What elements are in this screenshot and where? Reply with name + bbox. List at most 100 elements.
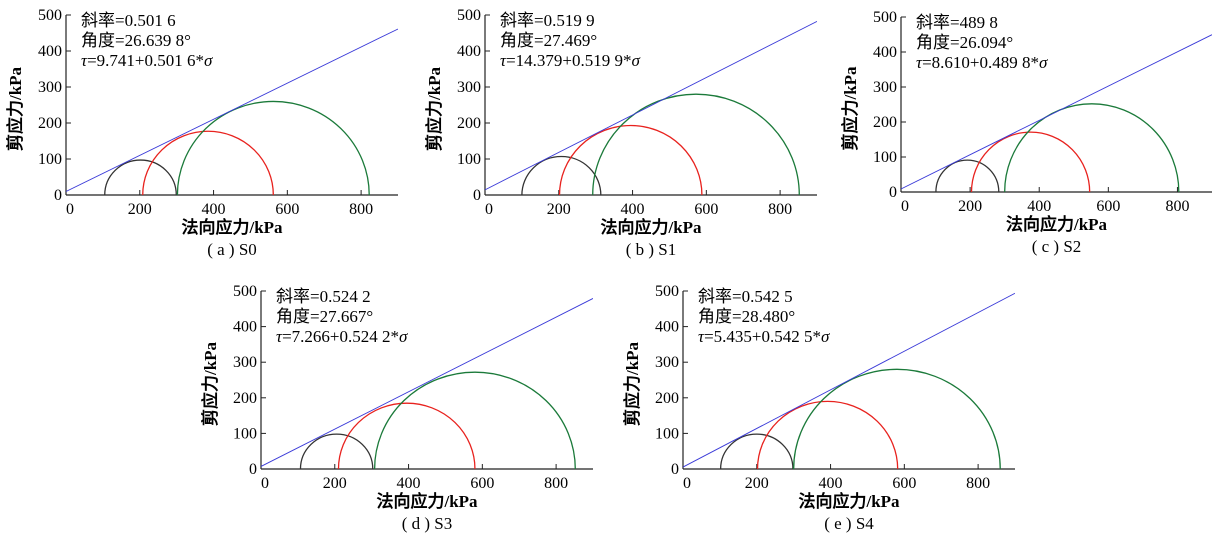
chart-panel-3: 0 100 200 300 400 500 0 200 400 600 800 斜率=0.524 2角… bbox=[200, 283, 593, 533]
y-tick-label: 500 bbox=[233, 283, 257, 300]
annotation-1: 斜率=0.542 5 bbox=[698, 287, 793, 306]
x-tick-label: 400 bbox=[1027, 198, 1051, 215]
y-tick-label: 200 bbox=[457, 115, 481, 132]
mohr-circle-1 bbox=[721, 434, 793, 469]
x-tick-label: 200 bbox=[745, 475, 769, 492]
y-tick-label: 200 bbox=[233, 390, 257, 407]
panel-caption: ( c ) S2 bbox=[1032, 237, 1082, 256]
annotation-1: 斜率=0.524 2 bbox=[276, 287, 371, 306]
y-axis-title: 剪应力/kPa bbox=[200, 341, 220, 426]
y-tick-label: 200 bbox=[655, 390, 679, 407]
x-tick-label: 600 bbox=[694, 201, 718, 218]
y-tick-label: 100 bbox=[873, 149, 897, 166]
mohr-circle-1 bbox=[936, 160, 999, 192]
x-tick-label: 600 bbox=[1096, 198, 1120, 215]
x-axis-title: 法向应力/kPa bbox=[600, 217, 702, 237]
panel-caption: ( b ) S1 bbox=[626, 240, 677, 259]
x-tick-label: 400 bbox=[202, 201, 226, 218]
annotation-1: 斜率=0.519 9 bbox=[500, 11, 595, 30]
y-axis-title: 剪应力/kPa bbox=[5, 66, 25, 151]
y-tick-label: 200 bbox=[873, 114, 897, 131]
x-tick-label: 400 bbox=[621, 201, 645, 218]
y-tick-label: 300 bbox=[233, 354, 257, 371]
y-tick-label: 500 bbox=[38, 7, 62, 24]
x-tick-label: 800 bbox=[768, 201, 792, 218]
mohr-circle-2 bbox=[758, 401, 898, 469]
mohr-circle-1 bbox=[522, 157, 601, 195]
x-tick-label: 200 bbox=[323, 475, 347, 492]
y-tick-label: 0 bbox=[889, 184, 897, 201]
y-tick-label: 300 bbox=[655, 354, 679, 371]
panel-caption: ( a ) S0 bbox=[207, 240, 257, 259]
y-tick-label: 100 bbox=[38, 151, 62, 168]
mohr-circle-1 bbox=[105, 160, 177, 195]
y-tick-label: 400 bbox=[873, 44, 897, 61]
y-tick-label: 500 bbox=[655, 283, 679, 300]
x-tick-label: 800 bbox=[544, 475, 568, 492]
x-tick-label: 0 bbox=[66, 201, 74, 218]
mohr-circle-1 bbox=[300, 434, 372, 469]
y-tick-label: 0 bbox=[249, 461, 257, 478]
x-tick-label: 0 bbox=[485, 201, 493, 218]
y-tick-label: 0 bbox=[671, 461, 679, 478]
y-tick-label: 0 bbox=[54, 187, 62, 204]
y-axis-title: 剪应力/kPa bbox=[840, 66, 860, 151]
y-tick-label: 500 bbox=[873, 9, 897, 26]
mohr-circle-3 bbox=[177, 101, 369, 195]
x-tick-label: 200 bbox=[958, 198, 982, 215]
mohr-circle-3 bbox=[794, 369, 1001, 469]
annotation-3: τ=7.266+0.524 2*σ bbox=[276, 327, 408, 346]
annotation-2: 角度=27.469° bbox=[500, 31, 597, 50]
y-tick-label: 400 bbox=[233, 319, 257, 336]
mohr-circle-2 bbox=[971, 132, 1089, 192]
mohr-circle-2 bbox=[560, 126, 702, 195]
y-tick-label: 400 bbox=[457, 43, 481, 60]
x-tick-label: 800 bbox=[966, 475, 990, 492]
x-tick-label: 600 bbox=[892, 475, 916, 492]
x-axis-title: 法向应力/kPa bbox=[1006, 214, 1108, 234]
annotation-2: 角度=26.094° bbox=[916, 33, 1013, 52]
annotation-2: 角度=26.639 8° bbox=[81, 31, 191, 50]
x-tick-label: 0 bbox=[261, 475, 269, 492]
annotation-2: 角度=28.480° bbox=[698, 307, 795, 326]
chart-panel-0: 01002003004005000 200 400 600 800斜率=0.501 6角… bbox=[5, 7, 398, 259]
y-tick-label: 100 bbox=[655, 425, 679, 442]
mohr-circle-3 bbox=[1005, 104, 1179, 192]
y-tick-label: 100 bbox=[233, 425, 257, 442]
y-tick-label: 400 bbox=[655, 319, 679, 336]
mohr-circle-2 bbox=[338, 403, 474, 469]
y-tick-label: 300 bbox=[38, 79, 62, 96]
y-tick-label: 400 bbox=[38, 43, 62, 60]
x-tick-label: 400 bbox=[397, 475, 421, 492]
annotation-1: 斜率=0.501 6 bbox=[81, 11, 176, 30]
annotation-3: τ=5.435+0.542 5*σ bbox=[698, 327, 830, 346]
mohr-circle-3 bbox=[375, 372, 576, 469]
y-axis-title: 剪应力/kPa bbox=[622, 341, 642, 426]
mohr-circle-2 bbox=[143, 131, 274, 195]
x-tick-label: 0 bbox=[901, 198, 909, 215]
annotation-1: 斜率=489 8 bbox=[916, 13, 998, 32]
annotation-3: τ=8.610+0.489 8*σ bbox=[916, 53, 1048, 72]
x-tick-label: 800 bbox=[1165, 198, 1189, 215]
chart-panel-4: 0 100 200 300 400 500 0 200 400 600 800 斜率=0.542 5角… bbox=[622, 283, 1015, 533]
y-tick-label: 100 bbox=[457, 151, 481, 168]
x-tick-label: 200 bbox=[547, 201, 571, 218]
x-axis-title: 法向应力/kPa bbox=[181, 217, 283, 237]
x-tick-label: 600 bbox=[275, 201, 299, 218]
x-tick-label: 200 bbox=[128, 201, 152, 218]
x-tick-label: 800 bbox=[349, 201, 373, 218]
annotation-2: 角度=27.667° bbox=[276, 307, 373, 326]
y-axis-title: 剪应力/kPa bbox=[424, 66, 444, 151]
annotation-3: τ=14.379+0.519 9*σ bbox=[500, 51, 641, 70]
x-tick-label: 600 bbox=[470, 475, 494, 492]
mohr-circle-3 bbox=[593, 94, 800, 195]
x-tick-label: 400 bbox=[819, 475, 843, 492]
x-axis-title: 法向应力/kPa bbox=[798, 491, 900, 511]
x-tick-label: 0 bbox=[683, 475, 691, 492]
y-tick-label: 500 bbox=[457, 7, 481, 24]
y-tick-label: 300 bbox=[457, 79, 481, 96]
x-axis-title: 法向应力/kPa bbox=[376, 491, 478, 511]
y-tick-label: 0 bbox=[473, 187, 481, 204]
chart-panel-1: 0 100 200 300 400 500 0 200 400 600 800 斜率=0.519 9角… bbox=[424, 7, 817, 259]
